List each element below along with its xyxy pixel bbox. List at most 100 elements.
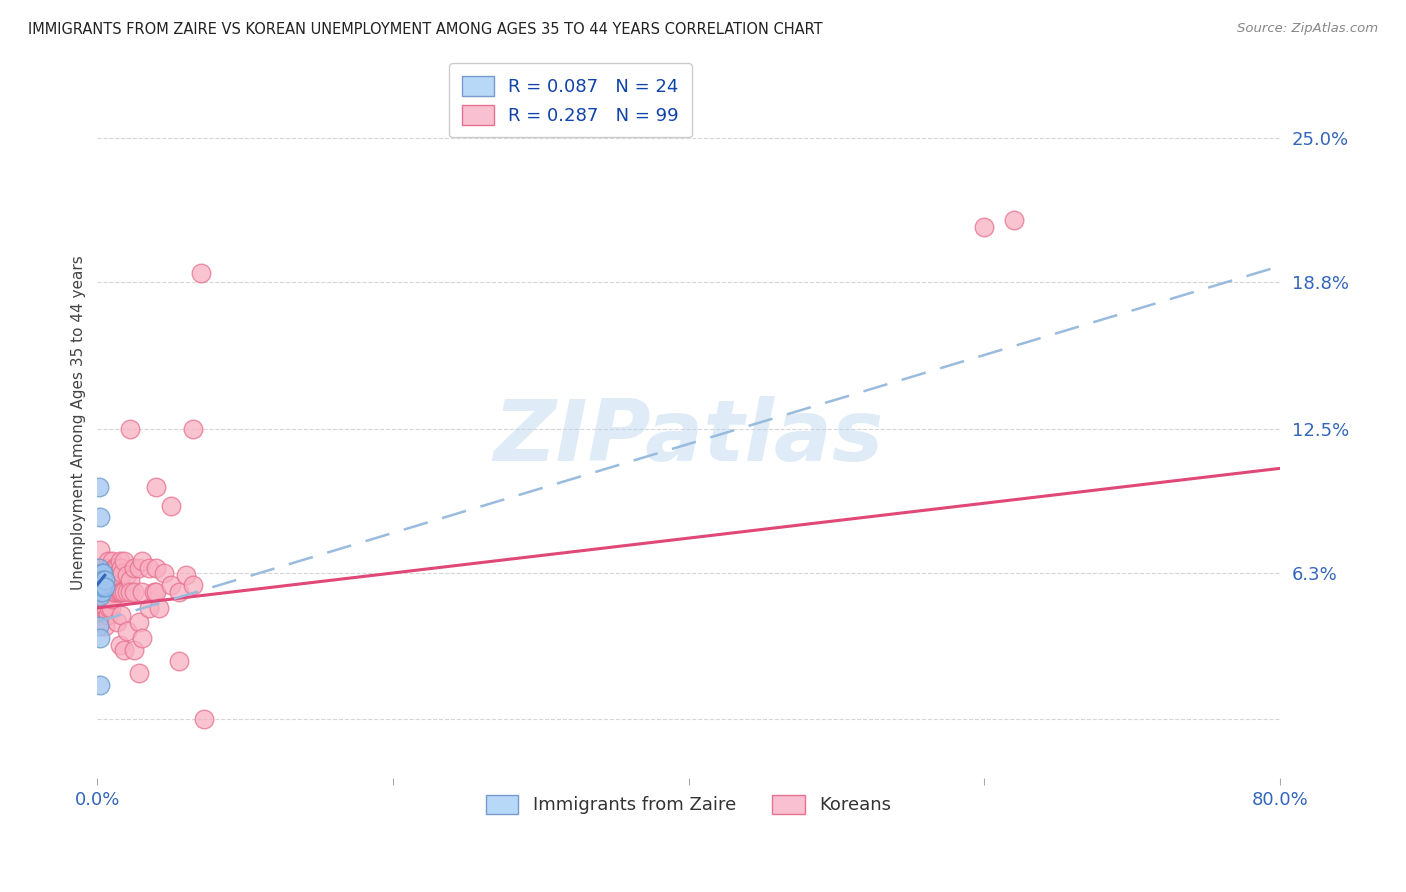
Point (93, 619, 115, 633)
Text: ZIPatlas: ZIPatlas (494, 396, 884, 479)
Point (145, 584, 167, 599)
Point (101, 554, 124, 568)
Point (96, 577, 118, 591)
Point (90, 566, 112, 580)
Text: IMMIGRANTS FROM ZAIRE VS KOREAN UNEMPLOYMENT AMONG AGES 35 TO 44 YEARS CORRELATI: IMMIGRANTS FROM ZAIRE VS KOREAN UNEMPLOY… (28, 22, 823, 37)
Point (87, 480, 110, 494)
Point (110, 561, 132, 575)
Point (104, 573, 127, 587)
Point (104, 584, 127, 599)
Point (97, 607, 120, 622)
Point (128, 665, 150, 680)
Point (100, 584, 122, 599)
Point (91, 600, 114, 615)
Y-axis label: Unemployment Among Ages 35 to 44 years: Unemployment Among Ages 35 to 44 years (72, 256, 86, 591)
Point (90, 580, 112, 594)
Point (89, 615, 111, 629)
Point (89, 561, 111, 575)
Point (124, 584, 146, 599)
Point (108, 638, 131, 652)
Point (89, 631, 111, 645)
Point (145, 561, 167, 575)
Point (167, 654, 190, 668)
Point (100, 577, 122, 591)
Point (93, 580, 115, 594)
Point (98, 561, 121, 575)
Point (193, 713, 215, 727)
Point (96, 561, 118, 575)
Point (87, 573, 110, 587)
Point (93, 566, 115, 580)
Point (115, 568, 138, 582)
Point (90, 591, 112, 606)
Point (89, 542, 111, 557)
Point (145, 480, 167, 494)
Point (131, 631, 153, 645)
Point (148, 600, 170, 615)
Point (167, 584, 190, 599)
Point (183, 577, 205, 591)
Point (104, 561, 127, 575)
Point (96, 584, 118, 599)
Point (87, 568, 110, 582)
Point (97, 566, 120, 580)
Point (89, 589, 111, 603)
Point (93, 584, 115, 599)
Point (87, 573, 110, 587)
Point (89, 600, 111, 615)
Point (112, 642, 135, 657)
Point (103, 573, 125, 587)
Point (101, 568, 124, 582)
Point (90, 584, 112, 599)
Point (973, 219, 995, 234)
Point (111, 584, 134, 599)
Point (90, 566, 112, 580)
Point (128, 615, 150, 629)
Point (131, 584, 153, 599)
Point (90, 584, 112, 599)
Point (89, 677, 111, 691)
Point (90, 573, 112, 587)
Point (103, 584, 125, 599)
Point (115, 624, 138, 639)
Point (100, 566, 122, 580)
Point (97, 554, 120, 568)
Point (118, 584, 141, 599)
Point (142, 584, 165, 599)
Point (91, 577, 114, 591)
Point (87, 600, 110, 615)
Point (183, 422, 205, 436)
Point (138, 600, 160, 615)
Point (96, 600, 118, 615)
Legend: Immigrants from Zaire, Koreans: Immigrants from Zaire, Koreans (475, 784, 903, 825)
Point (160, 499, 183, 513)
Point (160, 577, 183, 591)
Point (98, 600, 121, 615)
Point (124, 561, 146, 575)
Point (118, 573, 141, 587)
Point (90, 607, 112, 622)
Point (100, 600, 122, 615)
Point (112, 584, 135, 599)
Point (97, 584, 120, 599)
Point (118, 422, 141, 436)
Point (89, 584, 111, 599)
Point (174, 568, 197, 582)
Point (91, 584, 114, 599)
Point (138, 561, 160, 575)
Point (110, 584, 132, 599)
Point (108, 584, 131, 599)
Point (93, 600, 115, 615)
Point (98, 573, 121, 587)
Point (89, 577, 111, 591)
Point (87, 580, 110, 594)
Point (107, 566, 129, 580)
Point (115, 584, 138, 599)
Point (98, 584, 121, 599)
Point (131, 554, 153, 568)
Point (105, 615, 128, 629)
Point (107, 584, 129, 599)
Point (105, 561, 128, 575)
Point (128, 561, 150, 575)
Point (91, 566, 114, 580)
